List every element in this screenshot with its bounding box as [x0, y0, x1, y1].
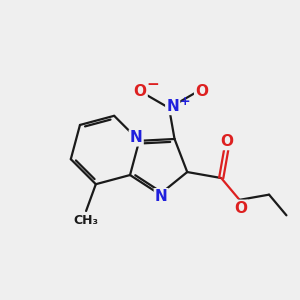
Text: N: N	[130, 130, 142, 145]
Text: O: O	[235, 201, 248, 216]
Text: O: O	[134, 84, 147, 99]
Text: O: O	[220, 134, 233, 149]
Text: +: +	[179, 95, 190, 108]
Text: N: N	[166, 99, 179, 114]
Text: −: −	[146, 77, 159, 92]
Text: O: O	[195, 84, 208, 99]
Text: CH₃: CH₃	[74, 214, 99, 227]
Text: N: N	[155, 189, 168, 204]
